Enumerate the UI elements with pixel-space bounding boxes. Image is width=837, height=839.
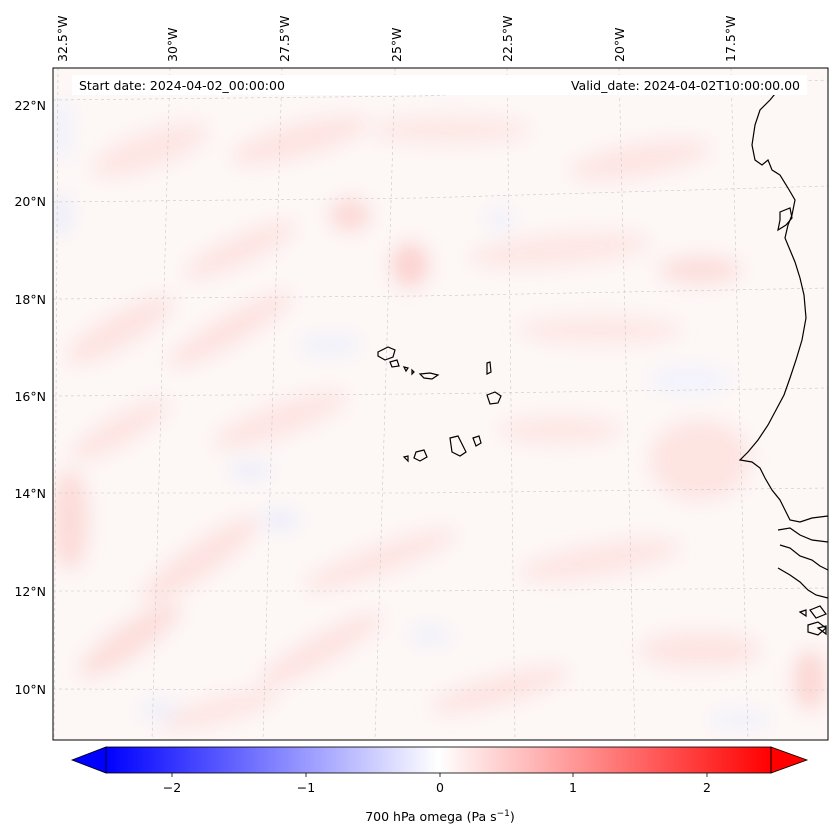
colorbar-label: 700 hPa omega (Pa s−1) [365,809,515,824]
lon-label-30w: 30°W [165,27,180,62]
gridline-22-5w [506,68,516,740]
gridline-25w [374,68,396,740]
longitude-labels: 32.5°W 30°W 27.5°W 25°W 22.5°W 20°W 17.5… [55,16,738,62]
gridlines [53,68,828,740]
lon-label-32-5w: 32.5°W [55,16,70,62]
lon-label-20w: 20°W [612,27,627,62]
coast-inlet [777,207,793,232]
lon-label-22-5w: 22.5°W [500,16,515,62]
valid-date-label: Valid_date: 2024-04-02T10:00:00.00 [571,78,800,93]
gridline-20w [618,68,636,740]
island-boa-vista [486,391,502,405]
lat-label-14n: 14°N [14,486,46,501]
map-frame [52,67,829,741]
map-background [53,68,828,740]
header-strip [72,75,807,95]
island-sao-nicolau [418,372,440,380]
gridline-27-5w [262,68,283,740]
lat-label-18n: 18°N [14,292,46,307]
colorbar-extend-low [70,746,107,774]
island-fogo [413,449,428,462]
colorbar-ticks [171,773,708,777]
colorbar-gradient [106,747,771,773]
cape-verde-islands [377,346,502,463]
guinea-bissau-coast [777,567,828,599]
lat-label-12n: 12°N [14,584,46,599]
colorbar-extend-high [770,746,809,774]
colorbar-label-close: ) [510,809,515,824]
island-santa-luzia [402,366,409,373]
colorbar-tick-1: 1 [569,780,577,795]
bijagos-island-1 [809,605,827,619]
gridline-20n [53,185,828,203]
island-raso [411,368,415,376]
island-maio [472,435,482,447]
island-sal [486,361,492,375]
colorbar: −2 −1 0 1 2 700 hPa omega (Pa s−1) [70,746,809,824]
lon-label-17-5w: 17.5°W [723,16,738,62]
lon-label-27-5w: 27.5°W [277,16,292,62]
lat-label-16n: 16°N [14,389,46,404]
mainland-coast [738,87,828,523]
colorbar-tick-0: 0 [436,780,444,795]
casamance-coast [779,544,828,571]
gridline-12n [53,587,828,592]
gridline-17-5w [730,68,749,740]
colorbar-label-main: 700 hPa omega (Pa s [365,809,496,824]
start-date-label: Start date: 2024-04-02_00:00:00 [79,78,285,93]
island-santiago [449,435,467,457]
gridline-14n [53,487,828,494]
colorbar-tick-minus-1: −1 [297,780,315,795]
omega-field [53,100,826,730]
latitude-labels: 22°N 20°N 18°N 16°N 14°N 12°N 10°N [14,98,46,697]
lat-label-22n: 22°N [14,98,46,113]
island-brava [402,455,409,463]
lon-label-25w: 25°W [389,27,404,62]
bijagos-island-4 [816,625,827,636]
gridline-32-5w [53,68,59,740]
colorbar-tick-minus-2: −2 [163,780,181,795]
gridline-10n [53,688,828,691]
map-panel: Start date: 2024-04-02_00:00:00 Valid_da… [52,67,829,741]
lat-label-20n: 20°N [14,194,46,209]
gridline-22n [53,79,828,101]
coastline [738,87,828,636]
island-santo-antao [377,346,396,361]
colorbar-label-sup: −1 [497,809,510,819]
gambia-coast [777,527,828,543]
colorbar-tick-2: 2 [703,780,711,795]
colorbar-frame [105,746,772,774]
bijagos-island-2 [798,609,807,618]
gridline-18n [53,287,828,300]
island-sao-vicente [389,359,400,368]
gridline-30w [151,68,171,740]
lat-label-10n: 10°N [14,682,46,697]
gridline-16n [53,387,828,397]
